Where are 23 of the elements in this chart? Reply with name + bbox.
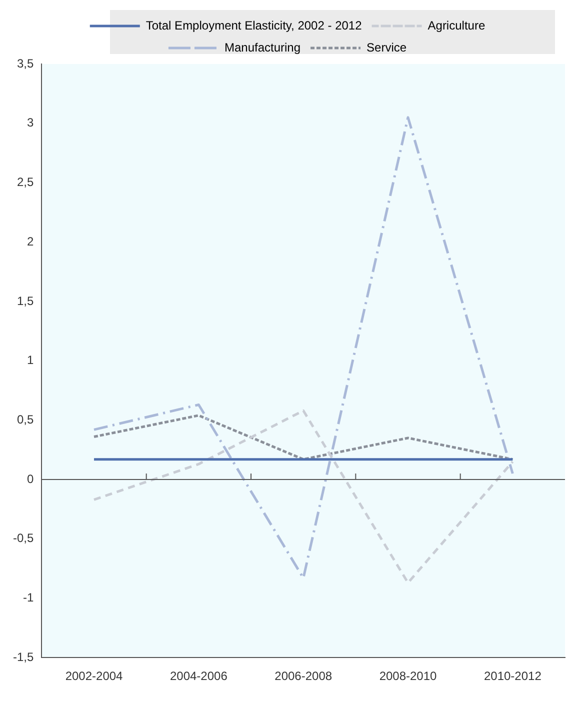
line-series [92,409,514,584]
y-tick-label: -1,5 [12,650,34,664]
y-tick-label: 3 [26,116,34,130]
x-tick-label: 2006-2008 [274,669,332,684]
y-tick-label: -0,5 [12,531,34,546]
legend-label: Service [366,40,407,54]
y-tick-label: 2,5 [16,175,34,190]
x-tick-label: 2004-2006 [170,669,228,684]
line-series [92,116,514,580]
y-tick-label: -1 [23,590,34,605]
y-tick-label: 0 [26,472,34,486]
y-tick-label: 1,5 [16,294,34,308]
y-tick-label: 3,5 [16,56,34,70]
x-tick-label: 2008-2010 [379,669,438,684]
y-tick-label: 0,5 [16,412,34,426]
y-tick-label: 2 [26,234,34,248]
line-series [92,414,514,461]
legend-label: Manufacturing [224,40,301,54]
x-tick-label: 2010-2012 [484,669,542,684]
x-tick-label: 2002-2004 [65,669,124,684]
y-tick-label: 1 [26,353,34,368]
legend-label: Total Employment Elasticity, 2002 - 2012 [146,18,362,32]
legend-label: Agriculture [428,18,486,32]
